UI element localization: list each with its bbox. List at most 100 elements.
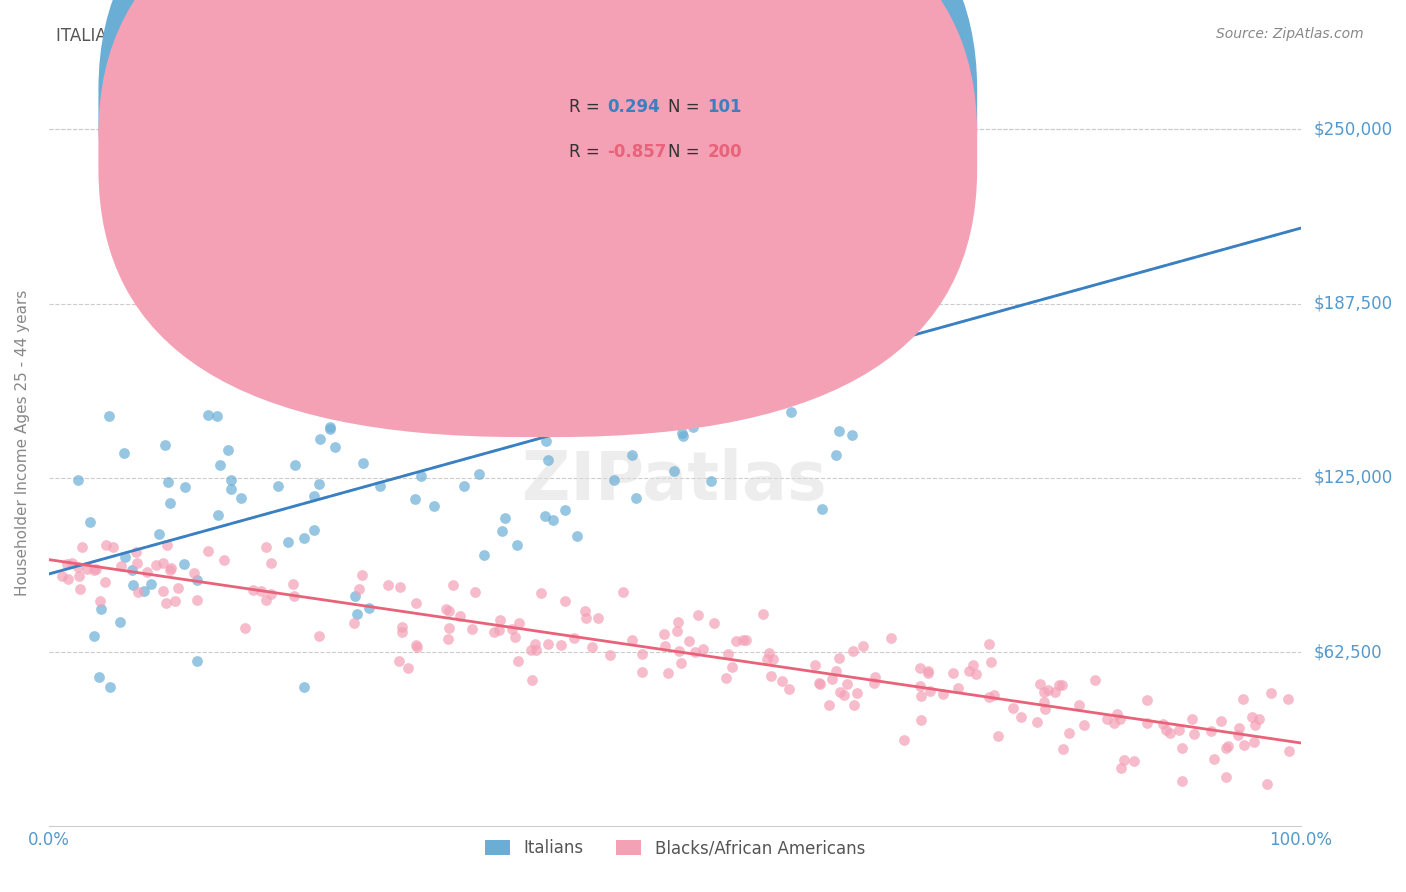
Point <box>550 638 572 652</box>
Point <box>127 585 149 599</box>
Point <box>112 446 135 460</box>
Point <box>546 326 568 341</box>
Point <box>811 501 834 516</box>
Point <box>1029 677 1052 691</box>
Point <box>292 531 315 545</box>
Point <box>662 464 685 478</box>
Point <box>208 458 231 472</box>
Point <box>103 540 125 554</box>
Point <box>484 625 506 640</box>
Point <box>987 729 1010 743</box>
Point <box>434 351 457 366</box>
Text: Source: ZipAtlas.com: Source: ZipAtlas.com <box>1216 27 1364 41</box>
Point <box>132 584 155 599</box>
Point <box>491 524 513 538</box>
Point <box>965 666 987 681</box>
Point <box>780 405 803 419</box>
Point <box>277 535 299 549</box>
Text: $62,500: $62,500 <box>1313 643 1382 661</box>
Point <box>422 499 444 513</box>
Point <box>167 581 190 595</box>
Point <box>638 393 661 408</box>
Point <box>1204 752 1226 766</box>
Point <box>503 631 526 645</box>
Point <box>562 631 585 645</box>
Point <box>977 690 1000 704</box>
Point <box>359 601 381 615</box>
Point <box>155 596 177 610</box>
Point <box>67 473 90 487</box>
Point <box>910 689 932 703</box>
Point <box>574 604 596 618</box>
Point <box>825 664 848 678</box>
Text: 0.294: 0.294 <box>607 98 661 116</box>
Point <box>260 587 283 601</box>
Point <box>406 640 429 654</box>
Point <box>1109 760 1132 774</box>
Point <box>1181 712 1204 726</box>
Text: 200: 200 <box>707 143 742 161</box>
Point <box>832 688 855 702</box>
Point <box>197 543 219 558</box>
Point <box>152 556 174 570</box>
Point <box>121 563 143 577</box>
Point <box>1159 726 1181 740</box>
Point <box>186 593 208 607</box>
Point <box>505 538 527 552</box>
Point <box>522 673 544 688</box>
Legend: Italians, Blacks/African Americans: Italians, Blacks/African Americans <box>478 832 872 864</box>
Point <box>67 569 90 583</box>
Point <box>212 553 235 567</box>
Point <box>1171 774 1194 789</box>
Point <box>654 639 676 653</box>
Point <box>720 365 742 379</box>
Point <box>437 604 460 618</box>
Point <box>640 332 662 346</box>
Text: 101: 101 <box>707 98 742 116</box>
Point <box>520 643 543 657</box>
Point <box>946 681 969 695</box>
Point <box>1001 701 1024 715</box>
Point <box>308 629 330 643</box>
Point <box>581 640 603 655</box>
Point <box>259 556 281 570</box>
Point <box>94 575 117 590</box>
Point <box>865 670 887 684</box>
Point <box>69 582 91 596</box>
Point <box>808 676 831 690</box>
Text: ZIPatlas: ZIPatlas <box>523 449 827 515</box>
Point <box>449 609 471 624</box>
Point <box>807 675 830 690</box>
Point <box>1033 695 1056 709</box>
Point <box>205 409 228 423</box>
Point <box>668 644 690 658</box>
Point <box>524 643 547 657</box>
Point <box>1256 777 1278 791</box>
Text: R =: R = <box>569 143 606 161</box>
Point <box>343 615 366 630</box>
Text: R =: R = <box>569 98 606 116</box>
Point <box>1033 701 1056 715</box>
Point <box>207 508 229 523</box>
Point <box>396 661 419 675</box>
Point <box>842 644 865 658</box>
Point <box>755 652 778 666</box>
Point <box>302 524 325 538</box>
Point <box>1277 692 1299 706</box>
Text: $125,000: $125,000 <box>1313 469 1392 487</box>
Point <box>917 666 939 681</box>
Point <box>731 632 754 647</box>
Point <box>678 634 700 648</box>
Point <box>714 671 737 685</box>
Point <box>844 698 866 713</box>
Point <box>477 394 499 409</box>
Point <box>388 654 411 668</box>
Point <box>673 283 696 297</box>
Point <box>1067 698 1090 712</box>
Point <box>439 621 461 635</box>
Point <box>1260 685 1282 699</box>
Point <box>183 566 205 581</box>
Text: ITALIAN VS BLACK/AFRICAN AMERICAN HOUSEHOLDER INCOME AGES 25 - 44 YEARS CORRELAT: ITALIAN VS BLACK/AFRICAN AMERICAN HOUSEH… <box>56 27 942 45</box>
Point <box>1123 754 1146 768</box>
Point <box>159 563 181 577</box>
